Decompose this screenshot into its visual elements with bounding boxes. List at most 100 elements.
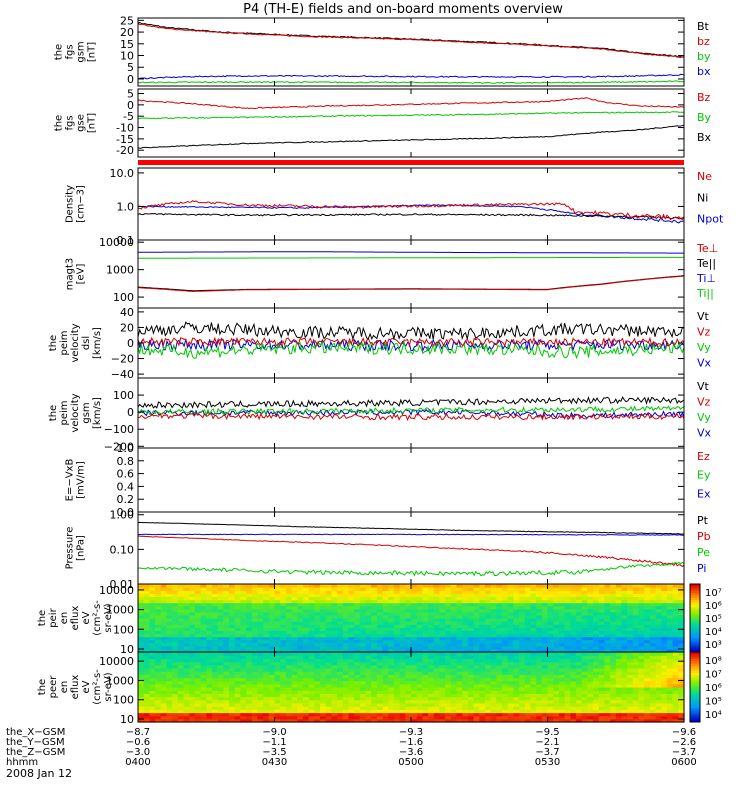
heatmap-cell (143, 584, 150, 588)
heatmap-cell (593, 618, 600, 622)
heatmap-cell (416, 664, 423, 669)
heatmap-cell (638, 611, 645, 616)
heatmap-cell (138, 590, 145, 594)
colorbar-segment (690, 691, 700, 695)
heatmap-cell (200, 690, 207, 694)
legend-label: Ey (697, 469, 711, 482)
heatmap-cell (649, 706, 657, 710)
heatmap-cell (655, 712, 662, 717)
heatmap-cell (593, 702, 600, 707)
heatmap-cell (325, 648, 332, 653)
heatmap-cell (359, 677, 367, 682)
heatmap-cell (240, 683, 247, 688)
heatmap-cell (393, 674, 401, 679)
heatmap-cell (467, 624, 475, 628)
heatmap-cell (337, 661, 344, 666)
colorbar-segment (690, 705, 700, 709)
heatmap-cell (581, 636, 588, 641)
heatmap-cell (672, 593, 679, 597)
heatmap-cell (536, 627, 543, 631)
heatmap-cell (644, 693, 651, 698)
heatmap-cell (513, 677, 520, 682)
heatmap-cell (263, 693, 270, 698)
heatmap-cell (496, 652, 503, 656)
heatmap-cell (570, 687, 577, 691)
heatmap-cell (570, 664, 577, 669)
heatmap-cell (240, 618, 247, 622)
heatmap-cell (530, 661, 537, 666)
heatmap-cell (416, 693, 423, 698)
heatmap-cell (610, 667, 617, 672)
heatmap-cell (655, 636, 662, 641)
heatmap-cell (672, 667, 679, 672)
heatmap-cell (297, 709, 304, 714)
heatmap-cell (507, 584, 514, 588)
heatmap-cell (575, 642, 583, 647)
heatmap-cell (598, 658, 605, 663)
heatmap-cell (564, 667, 571, 672)
heatmap-cell (257, 687, 264, 691)
heatmap-cell (536, 599, 543, 604)
heatmap-cell (325, 687, 332, 691)
heatmap-cell (302, 636, 310, 641)
heatmap-cell (308, 624, 315, 628)
heatmap-cell (450, 602, 458, 607)
heatmap-cell (598, 709, 605, 714)
heatmap-cell (666, 683, 674, 688)
heatmap-cell (445, 639, 452, 644)
heatmap-cell (155, 709, 162, 714)
heatmap-cell (507, 596, 514, 601)
heatmap-cell (519, 639, 526, 644)
heatmap-cell (558, 611, 566, 616)
heatmap-cell (490, 709, 497, 714)
heatmap-cell (462, 605, 469, 610)
heatmap-cell (172, 636, 179, 641)
heatmap-cell (445, 661, 452, 666)
heatmap-cell (678, 602, 685, 607)
heatmap-cell (354, 671, 361, 675)
heatmap-cell (610, 683, 617, 688)
y-tick-label: 100 (113, 389, 134, 402)
heatmap-cell (627, 624, 634, 628)
heatmap-cell (581, 677, 588, 682)
heatmap-cell (632, 630, 640, 635)
heatmap-cell (553, 633, 560, 638)
heatmap-cell (325, 590, 332, 594)
heatmap-cell (593, 642, 600, 647)
heatmap-cell (240, 624, 247, 628)
heatmap-cell (143, 648, 150, 653)
heatmap-cell (615, 693, 623, 698)
heatmap-cell (211, 596, 219, 601)
heatmap-cell (496, 693, 503, 698)
heatmap-cell (257, 680, 264, 685)
heatmap-cell (422, 621, 429, 625)
heatmap-cell (280, 618, 287, 622)
heatmap-cell (541, 633, 549, 638)
heatmap-cell (422, 712, 429, 717)
heatmap-cell (138, 683, 145, 688)
heatmap-cell (382, 639, 389, 644)
heatmap-cell (450, 674, 458, 679)
heatmap-cell (638, 602, 645, 607)
heatmap-cell (445, 618, 452, 622)
heatmap-cell (183, 667, 190, 672)
heatmap-cell (177, 680, 185, 685)
heatmap-cell (285, 633, 293, 638)
time-axis-value: −3.6 (399, 747, 423, 758)
heatmap-cell (291, 664, 298, 669)
heatmap-cell (433, 658, 441, 663)
heatmap-cell (519, 627, 526, 631)
heatmap-cell (541, 584, 549, 588)
heatmap-cell (138, 709, 145, 714)
heatmap-cell (206, 664, 213, 669)
heatmap-cell (610, 677, 617, 682)
series-line-Npot (137, 204, 685, 224)
heatmap-cell (314, 642, 321, 647)
heatmap-cell (172, 602, 179, 607)
heatmap-cell (553, 687, 560, 691)
heatmap-cell (564, 602, 571, 607)
heatmap-cell (422, 706, 429, 710)
heatmap-cell (593, 699, 600, 704)
heatmap-cell (229, 706, 236, 710)
heatmap-cell (206, 690, 213, 694)
